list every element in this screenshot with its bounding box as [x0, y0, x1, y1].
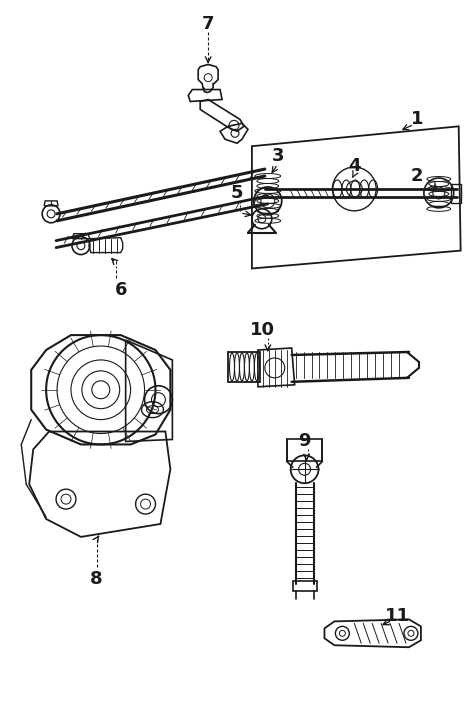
Text: 9: 9: [298, 433, 311, 451]
Text: 7: 7: [202, 15, 214, 33]
Text: 5: 5: [231, 184, 243, 202]
Text: 2: 2: [411, 167, 423, 185]
Text: 1: 1: [411, 110, 423, 128]
Text: 8: 8: [89, 570, 102, 587]
Text: 3: 3: [272, 147, 284, 165]
Text: 11: 11: [384, 608, 409, 625]
Text: 6: 6: [114, 281, 127, 299]
Text: 10: 10: [251, 321, 275, 339]
Text: 4: 4: [348, 157, 360, 175]
